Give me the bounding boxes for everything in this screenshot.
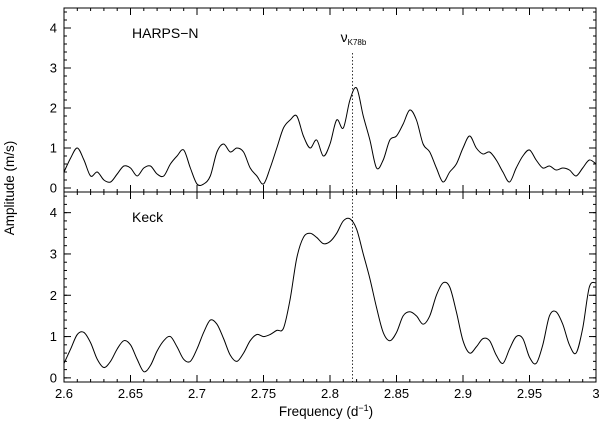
- x-tick-label: 2.95: [517, 386, 542, 401]
- y-tick-label: 4: [50, 21, 57, 36]
- frequency-marker-subscript: K78b: [348, 38, 367, 47]
- x-tick-label: 2.8: [321, 386, 339, 401]
- x-axis-title-main: Frequency (d: [279, 404, 359, 419]
- x-axis-title: Frequency (d−1): [279, 403, 373, 419]
- x-tick-label: 2.6: [55, 386, 73, 401]
- x-tick-label: 3: [592, 386, 599, 401]
- x-axis-title-end: ): [369, 404, 374, 419]
- y-tick-label: 3: [50, 246, 57, 261]
- y-tick-label: 2: [50, 288, 57, 303]
- x-tick-label: 2.75: [251, 386, 276, 401]
- y-tick-label: 1: [50, 329, 57, 344]
- panel-label: Keck: [132, 209, 164, 225]
- y-axis-title: Amplitude (m/s): [2, 141, 17, 236]
- frequency-marker-symbol: ν: [341, 29, 348, 45]
- panel-label: HARPS−N: [132, 25, 199, 41]
- x-tick-label: 2.65: [118, 386, 143, 401]
- y-tick-label: 3: [50, 61, 57, 76]
- amplitude-spectrum-line: [63, 217, 597, 373]
- x-tick-label: 2.85: [384, 386, 409, 401]
- plot-layer: 0 1 2 3 4 HARPS−N 0 1 2 3 4 Keck νK78b 2.6 2.65 2.7 2.75…: [50, 7, 600, 401]
- x-axis-title-superscript: −1: [358, 403, 368, 413]
- frequency-marker-label: νK78b: [341, 29, 367, 47]
- amplitude-spectrum-line: [63, 86, 597, 187]
- y-tick-label: 2: [50, 101, 57, 116]
- y-tick-label: 4: [50, 205, 57, 220]
- y-tick-label: 0: [50, 370, 57, 385]
- x-tick-label: 2.7: [188, 386, 206, 401]
- x-tick-label: 2.9: [454, 386, 472, 401]
- y-tick-label: 1: [50, 141, 57, 156]
- y-tick-label: 0: [50, 181, 57, 196]
